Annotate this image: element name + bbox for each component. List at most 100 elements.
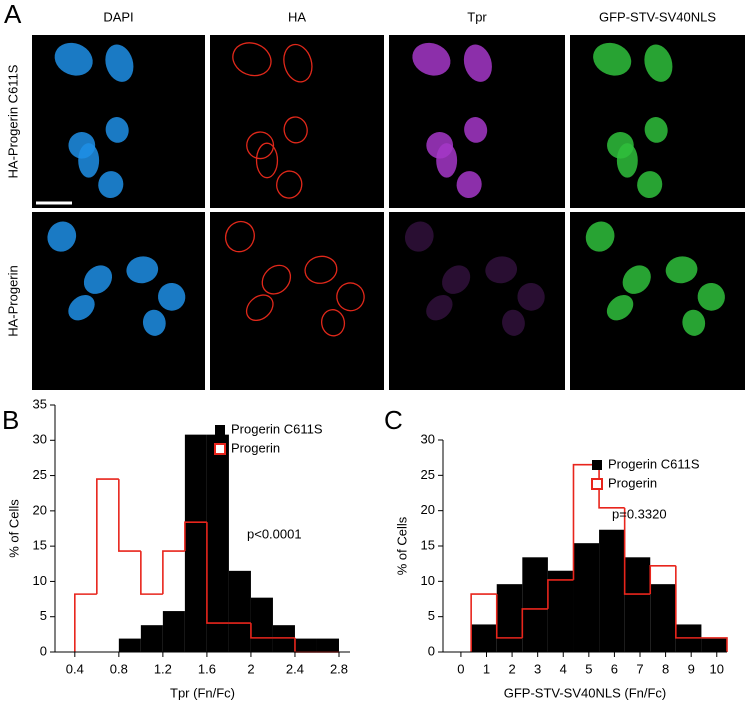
nucleus [682,309,706,336]
x-tick-label: 1.6 [198,661,216,676]
nucleus [697,282,725,311]
legend-label: Progerin [231,440,280,455]
step-outline [547,579,574,609]
bar [140,625,163,652]
step-outline [140,551,163,595]
bar [701,638,727,652]
x-tick-label: 3 [534,661,541,676]
legend-swatch [214,443,226,455]
nucleus [283,116,308,144]
nucleus [456,171,482,199]
x-tick-label: 5 [585,661,592,676]
column-label: Tpr [467,9,487,24]
column-label: DAPI [103,9,133,24]
legend-swatch [592,460,602,470]
step-outline [184,521,207,552]
nucleus [585,221,615,252]
bar [650,584,676,652]
x-tick-label: 6 [611,661,618,676]
legend-label: Progerin [608,475,657,490]
nucleus [426,132,454,159]
y-tick-label: 20 [421,502,435,517]
nucleus [622,265,651,294]
nucleus [54,42,93,76]
bar [573,543,600,652]
y-tick-label: 25 [421,467,435,482]
x-tick-label: 9 [688,661,695,676]
bar [496,584,523,652]
nucleus [304,255,338,284]
y-tick-label: 5 [40,608,47,623]
y-tick-label: 25 [33,467,47,482]
nucleus [158,282,186,311]
nucleus [276,170,303,199]
annotation: p<0.0001 [247,526,302,541]
x-tick-label: 1 [483,661,490,676]
nucleus [517,282,545,311]
y-tick-label: 10 [421,573,435,588]
bar [599,529,625,652]
y-tick-label: 15 [421,537,435,552]
column-label: GFP-STV-SV40NLS [599,9,716,24]
step-outline [206,522,229,624]
nucleus [665,256,698,284]
bar [624,557,651,652]
x-tick-label: 0 [457,661,464,676]
x-tick-label: 2.8 [330,661,348,676]
nucleus [404,221,434,252]
legend-swatch [215,425,225,435]
y-tick-label: 30 [421,431,435,446]
nucleus [68,295,95,321]
bar [118,638,141,652]
nucleus [637,171,663,199]
nucleus [105,117,129,143]
micrograph [389,212,565,390]
x-axis-label: GFP-STV-SV40NLS (Fn/Fc) [504,685,667,700]
panel-letter: A [4,0,22,29]
nucleus [606,295,634,321]
x-tick-label: 2.4 [286,661,304,676]
nucleus [502,309,525,336]
x-tick-label: 2 [247,661,254,676]
nucleus [463,44,492,82]
nucleus [336,282,365,312]
nucleus [607,132,634,159]
step-outline [675,565,702,639]
nucleus [644,117,668,143]
y-axis-label: % of Cells [394,516,409,575]
nucleus [47,221,77,252]
x-tick-label: 0.8 [110,661,128,676]
nucleus [283,43,313,83]
annotation: p=0.3320 [612,506,667,521]
step-outline [521,608,548,638]
nucleus [644,44,673,82]
nucleus [68,132,96,159]
nucleus [593,42,632,76]
x-axis-label: Tpr (Fn/Fc) [170,685,235,700]
step-outline [118,479,141,552]
y-tick-label: 10 [33,573,47,588]
nucleus [245,294,274,322]
step-outline [74,593,97,652]
step-outline [470,593,497,652]
step-outline [572,463,600,580]
step-outline [701,637,728,652]
x-tick-label: 1.2 [154,661,172,676]
y-tick-label: 30 [33,432,47,447]
nucleus [412,42,451,76]
step-outline [162,550,185,595]
legend-swatch [591,478,603,490]
y-axis-label: % of Cells [6,499,21,558]
step-outline [495,594,523,639]
step-outline [649,564,676,595]
nucleus [105,44,134,82]
panel-letter: C [384,405,403,435]
legend-label: Progerin C611S [231,421,323,436]
nucleus [126,256,159,284]
y-tick-label: 35 [33,396,47,411]
micrograph [210,35,384,208]
nucleus [442,265,471,294]
nucleus [98,171,124,199]
row-label: HA-Progerin [5,265,20,337]
